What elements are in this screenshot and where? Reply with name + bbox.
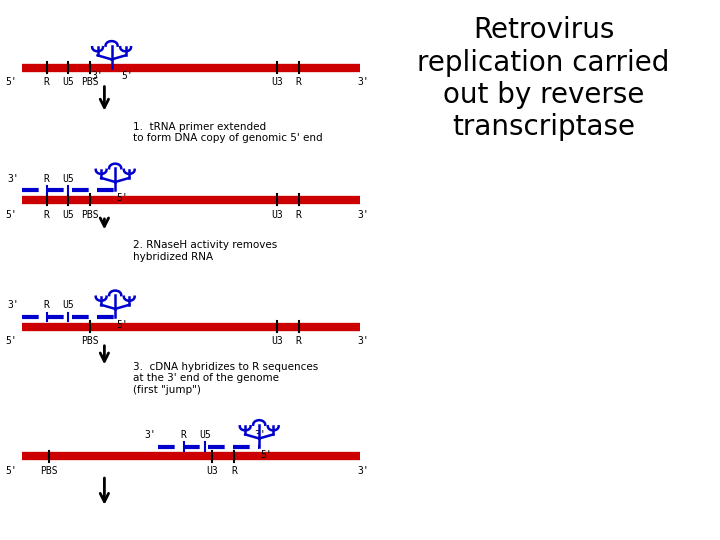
Text: 3': 3' [358, 336, 369, 347]
Text: 5': 5' [5, 336, 17, 347]
Text: R: R [44, 300, 50, 310]
Text: 3': 3' [358, 77, 369, 87]
Text: R: R [231, 466, 237, 476]
Text: PBS: PBS [81, 336, 99, 347]
Text: 5': 5' [5, 77, 17, 87]
Text: 3': 3' [7, 173, 19, 184]
Text: 3': 3' [91, 71, 103, 81]
Text: R: R [44, 173, 50, 184]
Text: U5: U5 [63, 173, 74, 184]
Text: 5': 5' [5, 210, 17, 220]
Text: 3': 3' [7, 300, 19, 310]
Text: Retrovirus
replication carried
out by reverse
transcriptase: Retrovirus replication carried out by re… [418, 16, 670, 141]
Text: 3': 3' [255, 430, 266, 440]
Text: 3.  cDNA hybridizes to R sequences
at the 3' end of the genome
(first "jump"): 3. cDNA hybridizes to R sequences at the… [133, 362, 318, 395]
Text: 3': 3' [144, 430, 156, 440]
Text: U3: U3 [271, 336, 283, 347]
Text: R: R [44, 210, 50, 220]
Text: R: R [44, 77, 50, 87]
Text: R: R [296, 336, 302, 347]
Text: 5': 5' [122, 71, 133, 81]
Text: 1.  tRNA primer extended
to form DNA copy of genomic 5' end: 1. tRNA primer extended to form DNA copy… [133, 122, 323, 143]
Text: U5: U5 [63, 210, 74, 220]
Text: U5: U5 [199, 430, 211, 440]
Text: 3': 3' [358, 210, 369, 220]
Text: R: R [181, 430, 186, 440]
Text: U3: U3 [271, 77, 283, 87]
Text: U3: U3 [271, 210, 283, 220]
Text: 3': 3' [358, 466, 369, 476]
Text: U5: U5 [63, 300, 74, 310]
Text: 5': 5' [261, 450, 272, 460]
Text: 5': 5' [117, 193, 128, 204]
Text: R: R [296, 77, 302, 87]
Text: U5: U5 [63, 77, 74, 87]
Text: PBS: PBS [81, 210, 99, 220]
Text: 5': 5' [5, 466, 17, 476]
Text: PBS: PBS [81, 77, 99, 87]
Text: U3: U3 [207, 466, 218, 476]
Text: PBS: PBS [40, 466, 58, 476]
Text: 5': 5' [117, 320, 128, 330]
Text: 2. RNaseH activity removes
hybridized RNA: 2. RNaseH activity removes hybridized RN… [133, 240, 277, 262]
Text: R: R [296, 210, 302, 220]
